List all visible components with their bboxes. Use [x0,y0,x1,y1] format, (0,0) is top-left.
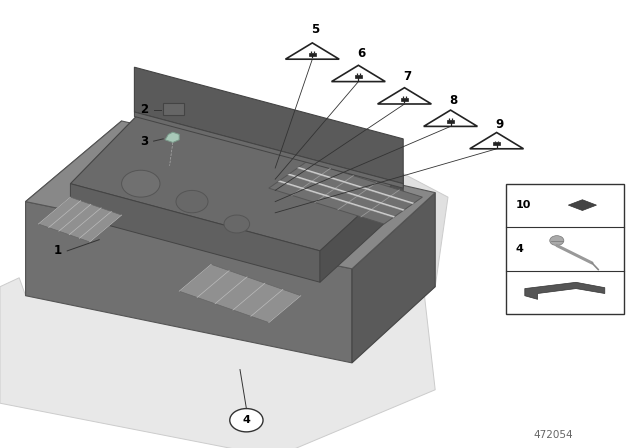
Circle shape [176,190,208,213]
Polygon shape [568,200,596,211]
Bar [493,142,500,145]
Bar [309,53,316,56]
Polygon shape [285,43,339,59]
Text: 10: 10 [515,200,531,210]
Polygon shape [26,121,435,269]
Circle shape [224,215,250,233]
Text: 5: 5 [312,23,319,36]
Polygon shape [70,184,320,282]
Polygon shape [470,133,524,149]
Polygon shape [525,282,605,299]
Polygon shape [38,197,122,242]
Circle shape [230,409,263,432]
Text: 9: 9 [496,118,504,131]
Text: 4: 4 [515,244,523,254]
Polygon shape [352,193,435,363]
Text: 472054: 472054 [534,431,573,440]
Polygon shape [332,65,385,82]
Text: 4: 4 [243,415,250,425]
Circle shape [122,170,160,197]
Polygon shape [134,112,403,188]
Polygon shape [0,278,435,448]
Polygon shape [378,88,431,104]
Polygon shape [424,110,477,126]
Polygon shape [288,174,404,211]
Text: 1: 1 [54,244,61,258]
Polygon shape [134,67,403,184]
Polygon shape [278,181,395,217]
Polygon shape [352,170,448,358]
Polygon shape [165,132,179,142]
Text: 3: 3 [140,134,148,148]
FancyBboxPatch shape [163,103,184,115]
Bar [355,75,362,78]
Polygon shape [320,175,403,282]
Polygon shape [26,202,352,363]
Bar [401,98,408,100]
Circle shape [550,236,564,246]
Text: 6: 6 [358,47,365,60]
Text: 8: 8 [450,94,458,107]
Bar [447,120,454,123]
Text: 7: 7 [404,70,412,83]
Polygon shape [269,161,422,224]
Text: 2: 2 [140,103,148,116]
Polygon shape [298,167,414,204]
Polygon shape [179,264,301,323]
FancyBboxPatch shape [506,184,624,314]
Polygon shape [26,121,122,296]
Polygon shape [70,99,403,251]
